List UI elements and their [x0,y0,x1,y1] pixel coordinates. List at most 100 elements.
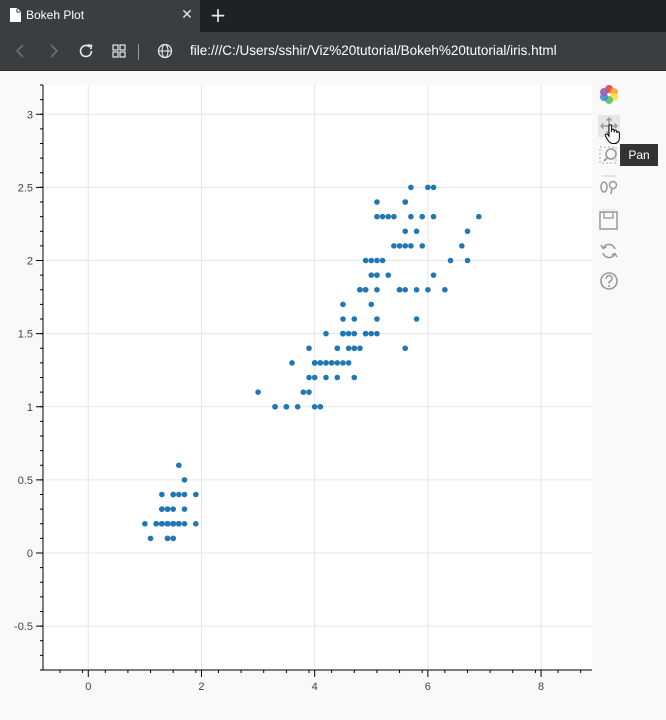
scatter-point [142,520,148,527]
scatter-point [170,491,176,498]
scatter-point [294,403,301,410]
plot-points [142,184,482,542]
scatter-point [159,506,165,512]
scatter-point [170,535,176,542]
address-bar: file:///C:/Users/sshir/Viz%20tutorial/Bo… [0,32,666,71]
new-tab-icon[interactable]: + [209,3,227,27]
scatter-point [311,360,318,366]
scatter-point [419,243,426,249]
scatter-point [464,257,471,264]
forward-icon[interactable] [42,40,64,62]
scatter-point [402,243,409,249]
tab-groups-icon[interactable] [108,40,130,62]
scatter-point [351,345,358,352]
scatter-point [181,520,188,527]
scatter-point [425,286,431,293]
scatter-point [193,491,199,498]
save-icon[interactable] [598,209,620,231]
scatter-point [391,213,397,220]
tab-bokeh-plot[interactable]: Bokeh Plot ✕ [0,0,200,32]
scatter-point [159,491,165,498]
scatter-point [362,257,369,264]
scatter-point [164,506,171,512]
scatter-point [413,228,420,235]
tab-strip: Bokeh Plot ✕ + [0,0,666,32]
y-tick-label: 1 [27,402,33,414]
scatter-point [408,184,414,191]
wheel-zoom-icon[interactable] [598,175,620,197]
close-tab-icon[interactable]: ✕ [181,7,193,23]
scatter-point [408,213,414,220]
scatter-point [255,389,261,395]
scatter-point [340,301,346,308]
scatter-point [402,199,409,205]
bokeh-logo-icon[interactable] [598,83,620,105]
scatter-point [379,213,386,220]
scatter-point [357,286,363,293]
scatter-point [340,330,346,337]
plot-axes: -0.5 0 0.5 1 1.5 2 2.5 3 0 2 4 6 8 [14,84,592,693]
scatter-point [340,316,346,322]
scatter-point [362,330,369,337]
help-icon[interactable] [598,270,620,292]
scatter-point [181,506,188,512]
scatter-point [447,257,454,264]
scatter-point [289,360,295,366]
scatter-point [374,286,380,293]
scatter-point [351,316,358,322]
scatter-point [345,360,352,366]
scatter-point [306,374,312,381]
scatter-point [334,345,341,352]
x-tick-label: 2 [198,681,204,693]
scatter-point [147,535,154,542]
scatter-point [193,520,199,527]
scatter-point [334,374,341,381]
scatter-point [430,213,437,220]
refresh-icon[interactable] [75,40,97,62]
scatter-point [442,286,448,293]
scatter-point [311,374,318,381]
url-field[interactable]: file:///C:/Users/sshir/Viz%20tutorial/Bo… [190,43,557,58]
scatter-point [345,345,352,352]
scatter-point [306,389,312,395]
box-zoom-icon[interactable] [598,145,620,167]
globe-icon[interactable] [154,40,176,62]
scatter-plot[interactable]: -0.5 0 0.5 1 1.5 2 2.5 3 0 2 4 6 8 [0,71,666,720]
file-icon [10,8,21,22]
scatter-point [476,213,482,220]
scatter-point [374,272,380,278]
scatter-point [345,330,352,337]
scatter-point [170,506,176,512]
x-tick-label: 0 [85,681,91,693]
back-icon[interactable] [10,40,32,62]
scatter-point [413,316,420,322]
scatter-point [164,520,171,527]
reset-icon[interactable] [598,240,620,262]
scatter-point [459,243,465,249]
scatter-point [159,520,165,527]
scatter-point [425,184,431,191]
hand-cursor-icon [604,124,620,144]
scatter-point [323,330,329,337]
tool-tooltip: Pan [620,144,658,166]
scatter-point [181,491,188,498]
scatter-point [374,213,380,220]
y-tick-label: 1.5 [18,329,33,341]
scatter-point [368,272,375,278]
scatter-point [306,345,312,352]
x-tick-label: 4 [312,681,318,693]
scatter-point [379,257,386,264]
scatter-point [153,520,159,527]
scatter-point [311,403,318,410]
scatter-point [368,330,375,337]
y-tick-label: 0.5 [18,475,33,487]
scatter-point [357,345,363,352]
scatter-point [272,403,278,410]
scatter-point [328,360,335,366]
scatter-point [419,213,426,220]
page-content: -0.5 0 0.5 1 1.5 2 2.5 3 0 2 4 6 8 [0,71,666,720]
scatter-point [464,228,471,235]
scatter-point [385,213,392,220]
y-tick-label: 2 [27,256,33,268]
scatter-point [300,389,307,395]
